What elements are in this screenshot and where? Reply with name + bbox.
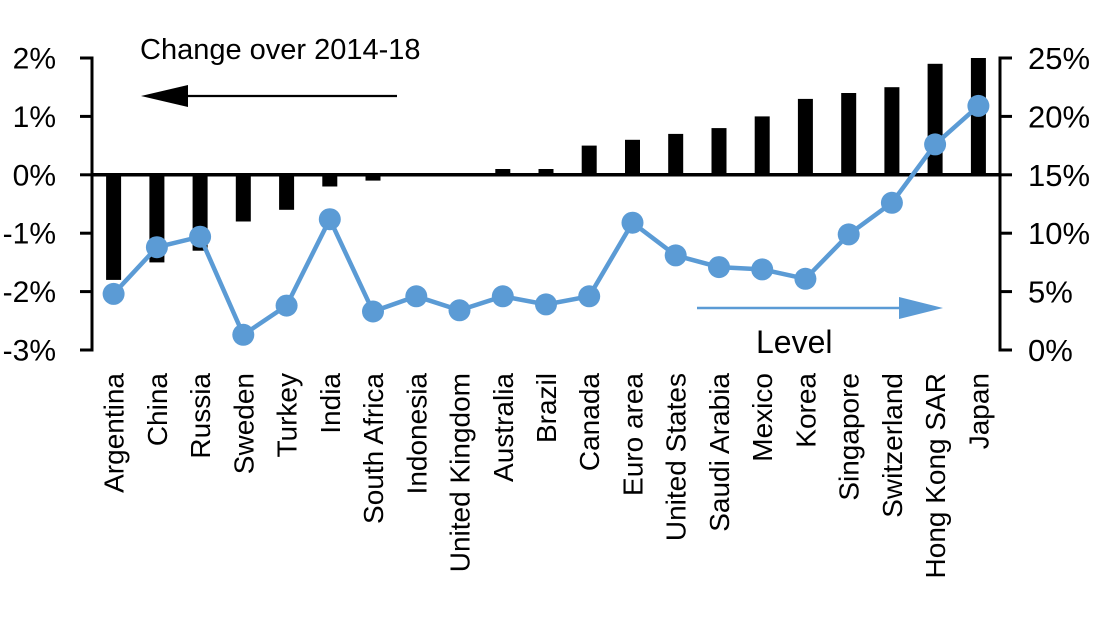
right-axis-tick-label: 25% [1028, 41, 1090, 76]
level-marker-euro-area [621, 211, 644, 234]
bar-australia [495, 169, 511, 175]
category-label-hong-kong-sar: Hong Kong SAR [920, 373, 951, 578]
category-label-china: China [142, 373, 173, 447]
category-label-turkey: Turkey [272, 373, 303, 458]
bar-brazil [538, 169, 554, 175]
left-axis-tick-label: 1% [13, 101, 56, 134]
level-marker-mexico [751, 258, 774, 281]
category-label-saudi-arabia: Saudi Arabia [704, 373, 735, 532]
category-label-united-states: United States [661, 373, 692, 541]
level-marker-canada [578, 285, 601, 308]
bar-euro-area [625, 139, 640, 175]
level-marker-united-states [664, 244, 687, 267]
category-label-mexico: Mexico [747, 373, 778, 462]
category-label-russia: Russia [185, 373, 216, 459]
category-label-sweden: Sweden [228, 373, 259, 474]
category-label-united-kingdom: United Kingdom [445, 373, 476, 572]
category-label-euro-area: Euro area [618, 373, 649, 496]
level-marker-switzerland [880, 191, 903, 214]
left-axis-tick-label: -3% [3, 335, 56, 368]
left-axis-tick-label: 0% [13, 159, 56, 192]
level-marker-argentina [102, 282, 125, 305]
level-marker-singapore [837, 223, 860, 246]
level-marker-hong-kong-sar [924, 133, 947, 156]
level-marker-indonesia [405, 285, 428, 308]
bar-hong-kong-sar [927, 63, 943, 175]
level-marker-south-africa [362, 300, 384, 323]
bar-united-states [668, 133, 684, 175]
bar-singapore [841, 93, 857, 175]
left-series-title: Change over 2014-18 [140, 34, 421, 66]
bar-saudi-arabia [711, 128, 727, 175]
right-axis-tick-label: 15% [1028, 158, 1090, 193]
category-label-brazil: Brazil [531, 373, 562, 443]
category-label-korea: Korea [790, 373, 821, 448]
level-marker-india [318, 208, 341, 231]
left-axis-tick-label: 2% [13, 43, 56, 76]
level-marker-australia [491, 285, 514, 308]
bar-sweden [235, 174, 251, 222]
bar-argentina [106, 174, 122, 280]
bar-south-africa [365, 174, 381, 181]
change-direction-left-arrow-icon [141, 85, 397, 107]
level-marker-sweden [232, 323, 255, 346]
category-label-australia: Australia [488, 373, 519, 482]
left-axis-tick-label: -1% [3, 218, 56, 251]
level-marker-china [145, 236, 168, 259]
level-marker-united-kingdom [448, 299, 471, 322]
level-marker-russia [189, 225, 212, 248]
right-axis-tick-label: 10% [1028, 216, 1090, 251]
right-axis-tick-label: 20% [1028, 99, 1090, 134]
category-label-argentina: Argentina [99, 373, 130, 493]
category-label-singapore: Singapore [834, 373, 865, 501]
bar-canada [581, 145, 597, 175]
bar-korea [797, 98, 813, 175]
level-marker-turkey [275, 294, 298, 317]
bar-india [322, 174, 338, 187]
category-label-south-africa: South Africa [358, 373, 389, 524]
bar-switzerland [884, 87, 900, 175]
category-label-japan: Japan [963, 373, 994, 449]
right-series-title: Level [756, 324, 833, 360]
category-label-indonesia: Indonesia [401, 373, 432, 495]
left-axis-tick-label: -2% [3, 276, 56, 309]
level-marker-saudi-arabia [708, 256, 730, 279]
category-label-india: India [315, 373, 346, 434]
level-marker-korea [794, 267, 817, 290]
level-direction-right-arrow-icon [697, 297, 943, 319]
category-label-switzerland: Switzerland [877, 373, 908, 518]
category-label-canada: Canada [574, 373, 605, 472]
bar-turkey [279, 174, 295, 210]
level-marker-brazil [535, 293, 557, 316]
level-marker-japan [967, 94, 990, 117]
bar-mexico [754, 116, 770, 175]
right-axis-tick-label: 5% [1028, 275, 1073, 310]
right-axis-tick-label: 0% [1028, 333, 1073, 368]
